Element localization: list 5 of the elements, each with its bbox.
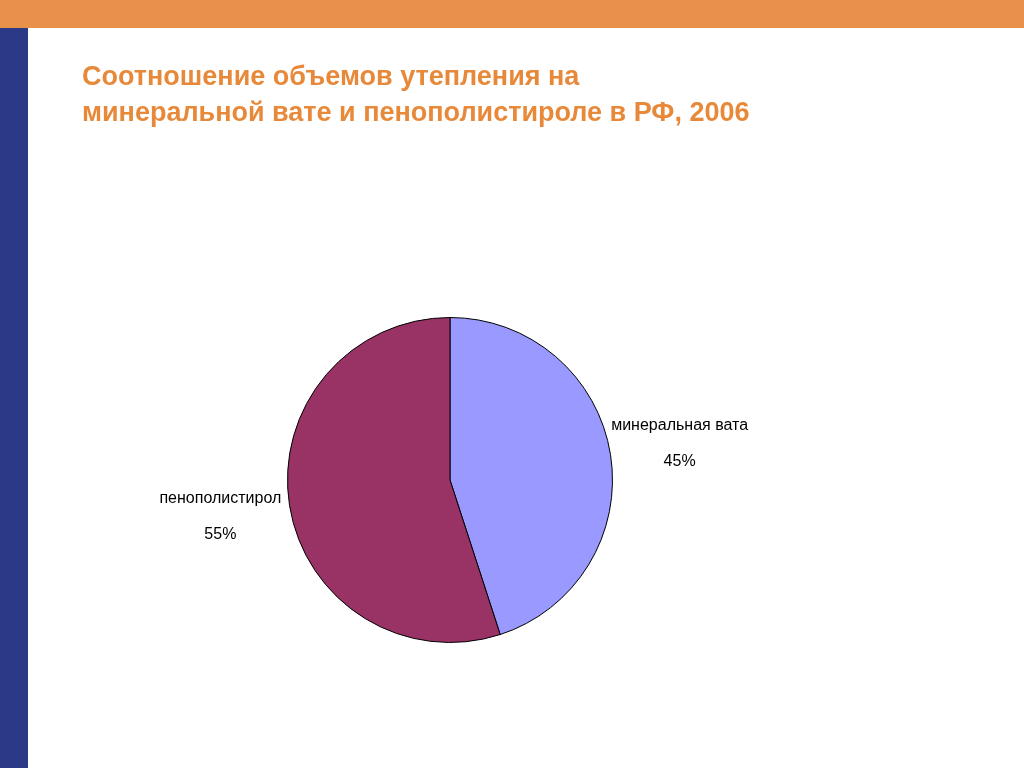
slice-label: пенополистирол <box>159 488 282 506</box>
slice-label: минеральная вата <box>611 416 749 434</box>
data-label: 55% <box>204 524 237 542</box>
data-label: 45% <box>663 452 696 470</box>
chart-title: Соотношение объемов утепления на минеральной вате и пенополистироле в РФ, 2006 <box>82 60 751 129</box>
